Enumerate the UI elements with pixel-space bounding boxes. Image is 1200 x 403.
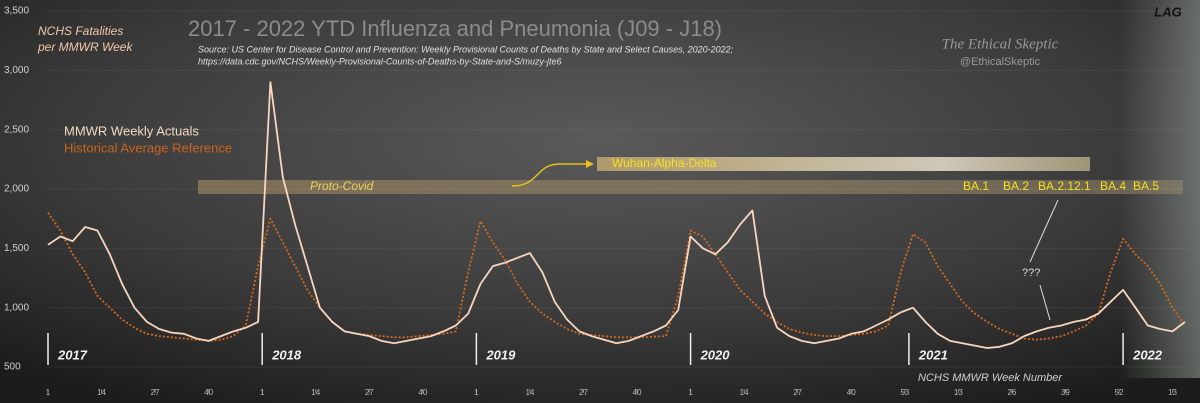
band-label: Proto-Covid — [310, 179, 374, 193]
x-tick-label: 52 — [1115, 388, 1124, 397]
y-tick-label: 3,500 — [4, 6, 29, 17]
year-label: 2019 — [485, 347, 516, 362]
x-tick-label: 40 — [204, 388, 213, 397]
x-tick-label: 40 — [847, 388, 856, 397]
question-label: ??? — [1022, 267, 1040, 279]
y-tick-label: 500 — [4, 362, 21, 373]
lag-label: LAG — [1154, 4, 1181, 19]
year-label: 2022 — [1132, 347, 1163, 362]
watermark: The Ethical Skeptic — [942, 36, 1059, 52]
year-label: 2018 — [271, 347, 302, 362]
x-tick-label: 14 — [740, 388, 749, 397]
arrow — [511, 163, 590, 187]
x-tick-label: 27 — [365, 388, 374, 397]
x-tick-label: 1 — [474, 388, 479, 397]
x-tick-label: 14 — [525, 388, 534, 397]
x-tick-label: 26 — [1007, 388, 1016, 397]
variant-label: BA.1 — [963, 179, 989, 193]
y-axis-label: NCHS Fatalities — [38, 24, 123, 38]
proto-covid-band — [198, 180, 1183, 194]
variant-label: BA.2.12.1 — [1038, 179, 1091, 193]
x-tick-label: 1 — [688, 388, 693, 397]
wuhan-band — [597, 157, 1090, 171]
x-tick-label: 27 — [579, 388, 588, 397]
x-tick-label: 14 — [97, 388, 106, 397]
year-label: 2020 — [700, 347, 731, 362]
y-tick-label: 1,500 — [4, 243, 29, 254]
x-tick-label: 1 — [260, 388, 265, 397]
variant-label: BA.4 — [1100, 179, 1126, 193]
chart-title: 2017 - 2022 YTD Influenza and Pneumonia … — [188, 16, 722, 41]
x-tick-label: 27 — [793, 388, 802, 397]
question-pointer — [1029, 199, 1059, 263]
y-tick-label: 3,000 — [4, 65, 29, 76]
legend-entry: Historical Average Reference — [64, 140, 232, 155]
y-tick-label: 2,000 — [4, 184, 29, 195]
x-axis-label: NCHS MMWR Week Number — [918, 372, 1063, 384]
y-axis-label: per MMWR Week — [37, 40, 133, 54]
x-tick-label: 53 — [900, 388, 909, 397]
x-tick-label: 13 — [1168, 388, 1177, 397]
x-tick-label: 1 — [46, 388, 51, 397]
question-pointer — [1039, 284, 1051, 321]
x-tick-label: 27 — [151, 388, 160, 397]
x-tick-label: 39 — [1061, 388, 1070, 397]
band-label: Wuhan-Alpha-Delta — [612, 156, 717, 170]
series-line — [47, 212, 1186, 342]
series-line — [47, 81, 1186, 349]
y-tick-label: 1,000 — [4, 302, 29, 313]
year-label: 2021 — [918, 347, 948, 362]
subtitle: https://data.cdc.gov/NCHS/Weekly-Provisi… — [198, 56, 561, 66]
legend-entry: MMWR Weekly Actuals — [64, 123, 199, 138]
arrow-head — [586, 160, 594, 168]
x-tick-label: 13 — [954, 388, 963, 397]
variant-label: BA.2 — [1003, 179, 1029, 193]
subtitle: Source: US Center for Disease Control an… — [198, 44, 734, 54]
x-tick-label: 40 — [633, 388, 642, 397]
variant-label: BA.5 — [1133, 179, 1159, 193]
x-tick-label: 40 — [418, 388, 427, 397]
y-tick-label: 2,500 — [4, 124, 29, 135]
year-label: 2017 — [57, 347, 88, 362]
watermark: @EthicalSkeptic — [960, 56, 1041, 68]
x-tick-label: 14 — [311, 388, 320, 397]
